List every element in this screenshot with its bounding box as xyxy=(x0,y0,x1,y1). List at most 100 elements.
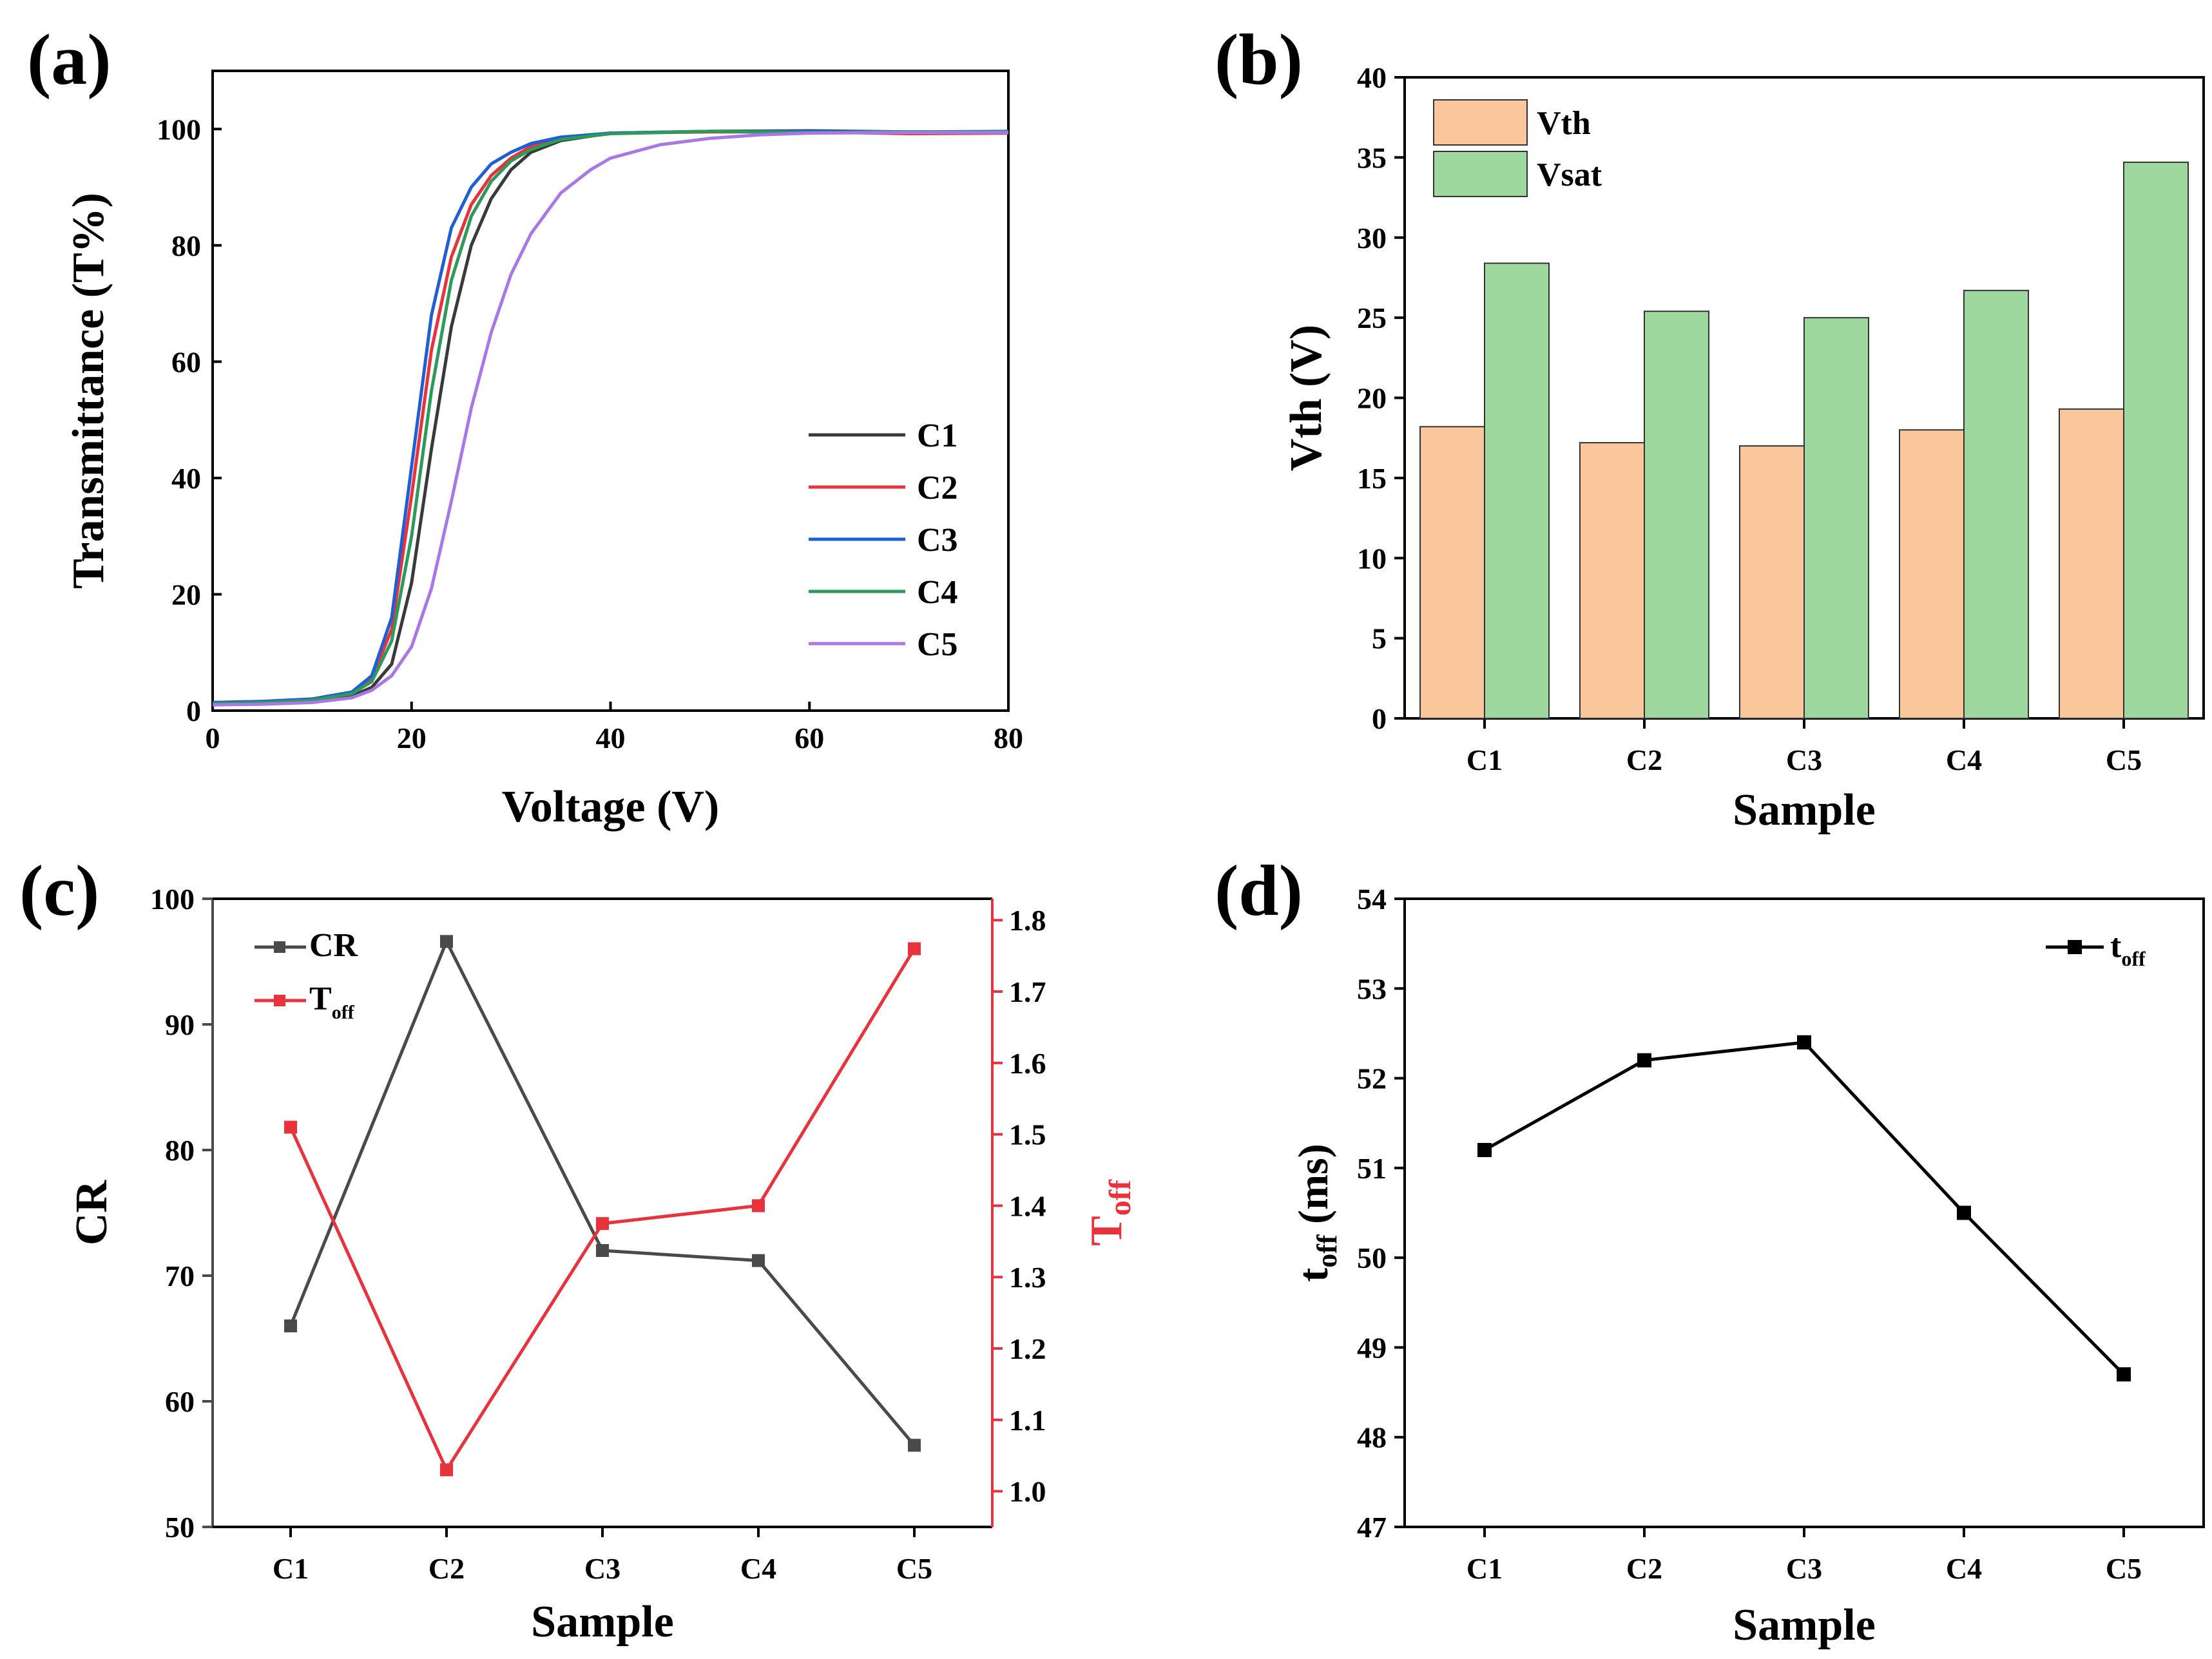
x-tick-label: C4 xyxy=(1946,1552,1982,1585)
bar-Vth-C3 xyxy=(1739,445,1805,719)
x-tick-label: C5 xyxy=(896,1552,932,1585)
y-right-tick-label: 1.0 xyxy=(1009,1475,1046,1508)
panel-label-d: (d) xyxy=(1215,851,1303,931)
panel-label-a: (a) xyxy=(27,20,111,100)
series-line-toff xyxy=(1483,1040,2125,1376)
panel-b: (b) 0 5 10 15 20 25 30 35 40 C1 C2 C3 C4 C5 Sample Vth (… xyxy=(1215,20,2205,835)
series-line-C2 xyxy=(212,130,1009,705)
data-point-Toff-C2 xyxy=(440,1463,453,1477)
y-tick-label: 54 xyxy=(1357,883,1387,916)
y-right-tick-label: 1.3 xyxy=(1009,1261,1046,1294)
x-axis-title: Sample xyxy=(531,1597,674,1647)
y-tick-label: 15 xyxy=(1357,462,1387,495)
x-tick-label: C3 xyxy=(584,1552,620,1585)
y-right-axis-title: Toff xyxy=(1082,1179,1137,1246)
plot-frame-d xyxy=(1403,897,2205,1528)
y-tick-label: 0 xyxy=(1372,702,1387,735)
panel-c: (c) 50 60 70 80 90 100 1.0 1.1 1.2 1.3 1.4 1.5 1.6 1.7… xyxy=(19,851,1137,1647)
x-tick-label: C2 xyxy=(428,1552,465,1585)
x-tick-label: C1 xyxy=(1467,1552,1503,1585)
y-right-tick-label: 1.1 xyxy=(1009,1404,1046,1437)
y-tick-label: 60 xyxy=(171,345,201,378)
y-tick-label: 5 xyxy=(1372,622,1387,655)
data-point-toff-C2 xyxy=(1637,1053,1651,1068)
legend-label-CR: CR xyxy=(309,927,359,964)
bar-Vsat-C5 xyxy=(2123,161,2189,719)
panel-label-b: (b) xyxy=(1215,20,1303,100)
data-point-Toff-C4 xyxy=(752,1199,765,1213)
x-tick-label: 60 xyxy=(794,722,824,754)
bar-Vth-C4 xyxy=(1899,429,1965,719)
y-tick-label: 50 xyxy=(1357,1242,1387,1274)
series-line-Toff xyxy=(289,948,916,1473)
data-point-toff-C3 xyxy=(1797,1035,1811,1050)
legend-label-C5: C5 xyxy=(917,626,958,663)
y-tick-label: 40 xyxy=(1357,61,1387,94)
data-point-CR-C5 xyxy=(908,1439,921,1452)
y-tick-label: 10 xyxy=(1357,542,1387,575)
x-tick-label: C3 xyxy=(1786,743,1822,776)
y-axis-title: Transmittance (T%) xyxy=(64,193,113,589)
x-tick-label: C1 xyxy=(273,1552,309,1585)
bar-Vth-C5 xyxy=(2059,408,2124,719)
data-point-Toff-C3 xyxy=(596,1217,609,1231)
y-tick-label: 47 xyxy=(1357,1511,1387,1544)
y-tick-label: 50 xyxy=(165,1511,195,1544)
x-axis-title: Sample xyxy=(1733,785,1876,835)
series-line-C1 xyxy=(212,129,1008,707)
bar-Vsat-C3 xyxy=(1803,317,1869,719)
y-tick-label: 49 xyxy=(1357,1331,1387,1364)
data-point-toff-C5 xyxy=(2117,1367,2131,1382)
legend-swatch-Vth xyxy=(1433,99,1528,146)
y-right-tick-label: 1.6 xyxy=(1009,1047,1046,1080)
legend-swatch-Vsat xyxy=(1433,151,1528,197)
x-tick-label: C5 xyxy=(2106,743,2142,776)
y-right-tick-label: 1.2 xyxy=(1009,1332,1046,1365)
legend-label-toff: toff xyxy=(2110,928,2146,970)
y-right-tick-label: 1.5 xyxy=(1009,1118,1046,1151)
data-point-Toff-C1 xyxy=(284,1120,297,1134)
panel-d: (d) 47 48 49 50 51 52 53 54 C1 C2 C3 C4 C5 toff Sample t… xyxy=(1215,851,2205,1650)
y-tick-label: 80 xyxy=(165,1134,195,1167)
panel-label-c: (c) xyxy=(19,851,99,931)
y-axis-title: Vth (V) xyxy=(1282,325,1331,471)
y-tick-label: 40 xyxy=(171,462,201,495)
legend-label-C3: C3 xyxy=(917,522,958,559)
y-tick-label: 52 xyxy=(1357,1062,1387,1095)
x-tick-label: C4 xyxy=(1946,743,1982,776)
plot-frame-a xyxy=(211,70,1010,712)
y-tick-label: 60 xyxy=(165,1385,195,1418)
bar-Vsat-C2 xyxy=(1644,311,1709,719)
bar-Vth-C2 xyxy=(1579,442,1645,720)
legend-label-C1: C1 xyxy=(917,417,958,454)
y-tick-label: 53 xyxy=(1357,972,1387,1005)
y-tick-label: 25 xyxy=(1357,302,1387,334)
legend-marker-CR xyxy=(274,941,285,953)
bar-Vsat-C4 xyxy=(1963,289,2029,719)
x-tick-label: 20 xyxy=(397,722,427,754)
series-line-C4 xyxy=(212,129,1008,705)
legend-marker-toff xyxy=(2068,940,2082,954)
legend-label-Toff: Toff xyxy=(309,981,355,1023)
legend-label-Vth: Vth xyxy=(1537,105,1591,142)
x-tick-label: 0 xyxy=(206,722,220,754)
y-right-tick-label: 1.7 xyxy=(1009,975,1046,1008)
data-point-Toff-C5 xyxy=(908,942,921,955)
x-tick-label: 80 xyxy=(994,722,1023,754)
legend-label-Vsat: Vsat xyxy=(1537,157,1602,193)
x-tick-label: C5 xyxy=(2106,1552,2142,1585)
data-point-toff-C4 xyxy=(1957,1205,1971,1220)
x-tick-label: C1 xyxy=(1467,743,1503,776)
y-tick-label: 51 xyxy=(1357,1152,1387,1185)
legend-label-C2: C2 xyxy=(917,470,958,506)
data-point-CR-C4 xyxy=(752,1254,765,1267)
bar-Vth-C1 xyxy=(1419,426,1485,720)
legend-marker-Toff xyxy=(274,995,285,1006)
y-tick-label: 30 xyxy=(1357,222,1387,254)
x-tick-label: 40 xyxy=(596,722,626,754)
y-axis-title: CR xyxy=(67,1180,117,1246)
data-point-toff-C1 xyxy=(1477,1143,1492,1157)
x-tick-label: C2 xyxy=(1626,1552,1662,1585)
data-point-CR-C2 xyxy=(440,935,453,948)
